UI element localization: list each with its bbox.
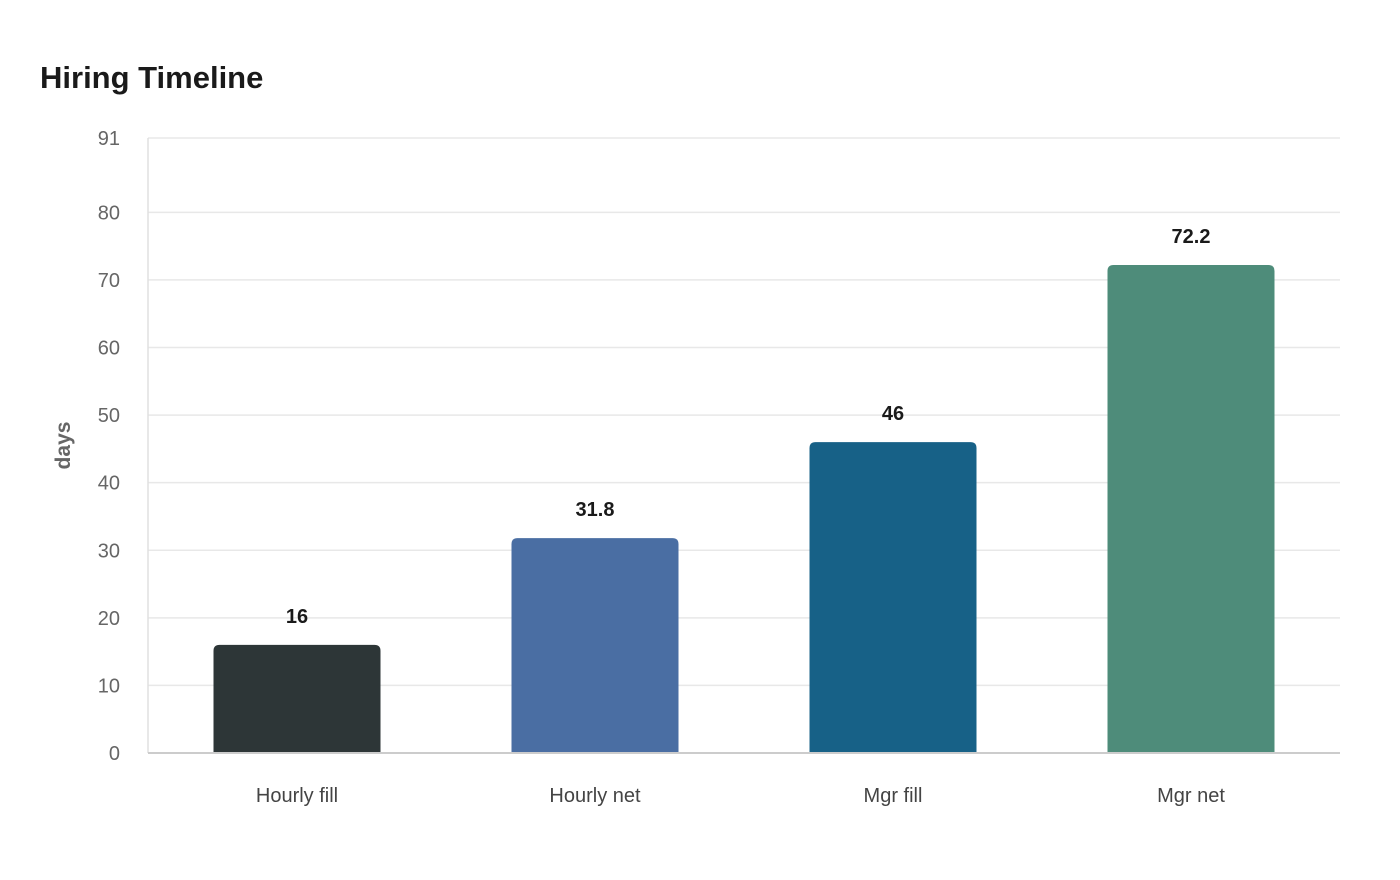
- bar-value-label: 16: [286, 606, 308, 628]
- bar: [511, 538, 679, 753]
- bar: [1107, 265, 1275, 753]
- y-tick-label: 70: [98, 270, 120, 292]
- x-category-label: Hourly net: [549, 785, 641, 807]
- y-tick-label: 20: [98, 608, 120, 630]
- bar-value-label: 72.2: [1172, 226, 1211, 248]
- y-tick-label: 50: [98, 405, 120, 427]
- y-axis-title: days: [52, 422, 75, 470]
- chart-title: Hiring Timeline: [40, 60, 264, 95]
- y-tick-label: 30: [98, 540, 120, 562]
- y-tick-label: 91: [98, 128, 120, 150]
- y-tick-label: 10: [98, 675, 120, 697]
- y-tick-label: 40: [98, 473, 120, 495]
- bars: [213, 265, 1275, 753]
- bar: [213, 644, 381, 753]
- x-category-label: Mgr fill: [864, 785, 923, 807]
- bar-value-label: 31.8: [576, 499, 615, 521]
- y-tick-label: 0: [109, 743, 120, 765]
- y-tick-label: 60: [98, 338, 120, 360]
- bar: [809, 442, 977, 753]
- y-axis-ticks: 0 10 20 30 40 50 60 70 80 91: [98, 128, 120, 765]
- value-labels: 16 31.8 46 72.2: [286, 226, 1211, 628]
- x-category-label: Hourly fill: [256, 785, 338, 807]
- x-axis-labels: Hourly fill Hourly net Mgr fill Mgr net: [256, 785, 1225, 807]
- y-tick-label: 80: [98, 202, 120, 224]
- bar-value-label: 46: [882, 403, 904, 425]
- x-category-label: Mgr net: [1157, 785, 1225, 807]
